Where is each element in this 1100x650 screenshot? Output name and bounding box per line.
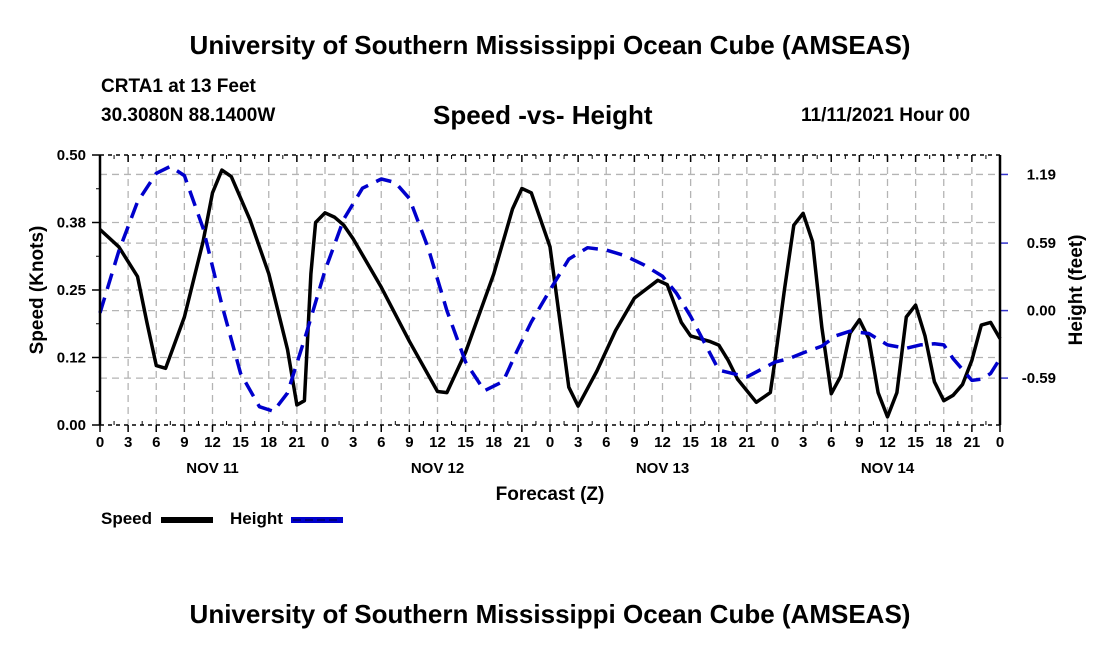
x-tick-label: 12: [654, 434, 671, 451]
y2-tick-label: 0.59: [1027, 235, 1056, 252]
forecast-datetime: 11/11/2021 Hour 00: [801, 105, 971, 126]
station-label: CRTA1 at 13 Feet: [101, 76, 256, 97]
legend-speed-label: Speed: [101, 509, 153, 528]
x-tick-label: 0: [996, 434, 1004, 451]
footer-title: University of Southern Mississippi Ocean…: [189, 599, 911, 629]
y2-axis-title: Height (feet): [1066, 235, 1087, 346]
x-tick-label: 15: [457, 434, 474, 451]
x-tick-label: 9: [630, 434, 638, 451]
x-tick-label: 0: [771, 434, 779, 451]
y2-tick-label: -0.59: [1022, 370, 1056, 387]
x-tick-label: 12: [879, 434, 896, 451]
legend-height-label: Height: [230, 509, 283, 528]
chart-subtitle: Speed -vs- Height: [433, 100, 653, 130]
x-axis-title: Forecast (Z): [496, 484, 605, 505]
speed-height-chart: 0 3 6 9 12 15 18 21 0 3 6 9 12 15 18 21 0 3 6 9 12 15 18 21 0 3 6 9…: [27, 147, 1087, 505]
x-tick-label: 18: [710, 434, 727, 451]
x-tick-label: 0: [321, 434, 329, 451]
x-tick-label: 6: [152, 434, 160, 451]
x-tick-label: 6: [377, 434, 385, 451]
series-height-line: [98, 164, 1002, 414]
x-tick-label: 3: [574, 434, 582, 451]
x-tick-label: 18: [260, 434, 277, 451]
x-tick-label: 6: [827, 434, 835, 451]
x-tick-label: 21: [739, 434, 756, 451]
axes: [92, 154, 1008, 432]
y-tick-label: 0.50: [57, 147, 86, 164]
y-axis-title: Speed (Knots): [27, 226, 48, 355]
series-layer: [98, 164, 1002, 419]
x-tick-label: 21: [514, 434, 531, 451]
x-tick-label: 9: [855, 434, 863, 451]
x-tick-label: 15: [907, 434, 924, 451]
day-label: NOV 12: [411, 460, 464, 477]
coordinates-label: 30.3080N 88.1400W: [101, 105, 276, 126]
x-tick-label: 3: [124, 434, 132, 451]
y2-tick-label: 0.00: [1027, 303, 1056, 320]
x-tick-label: 12: [204, 434, 221, 451]
axis-labels: 0 3 6 9 12 15 18 21 0 3 6 9 12 15 18 21 0 3 6 9 12 15 18 21 0 3 6 9…: [57, 147, 1056, 477]
legend-height-swatch: [291, 517, 343, 523]
legend-speed-swatch: [161, 517, 213, 523]
y-tick-label: 0.12: [57, 350, 86, 367]
y-tick-label: 0.25: [57, 282, 86, 299]
x-tick-label: 0: [546, 434, 554, 451]
day-label: NOV 14: [861, 460, 915, 477]
main-title: University of Southern Mississippi Ocean…: [189, 30, 911, 60]
x-tick-label: 15: [232, 434, 249, 451]
series-speed-line: [98, 168, 1002, 419]
day-label: NOV 13: [636, 460, 689, 477]
x-tick-label: 18: [935, 434, 952, 451]
x-tick-label: 9: [405, 434, 413, 451]
x-tick-label: 18: [485, 434, 502, 451]
x-tick-label: 21: [964, 434, 981, 451]
y-tick-label: 0.00: [57, 417, 86, 434]
x-tick-label: 21: [289, 434, 306, 451]
x-tick-label: 15: [682, 434, 699, 451]
x-tick-label: 9: [180, 434, 188, 451]
x-tick-label: 12: [429, 434, 446, 451]
x-tick-label: 3: [799, 434, 807, 451]
x-tick-label: 6: [602, 434, 610, 451]
y2-tick-label: 1.19: [1027, 166, 1056, 183]
day-label: NOV 11: [186, 460, 239, 477]
y-tick-label: 0.38: [57, 215, 86, 232]
x-tick-label: 3: [349, 434, 357, 451]
grid-lines: [100, 155, 1000, 425]
x-tick-label: 0: [96, 434, 104, 451]
